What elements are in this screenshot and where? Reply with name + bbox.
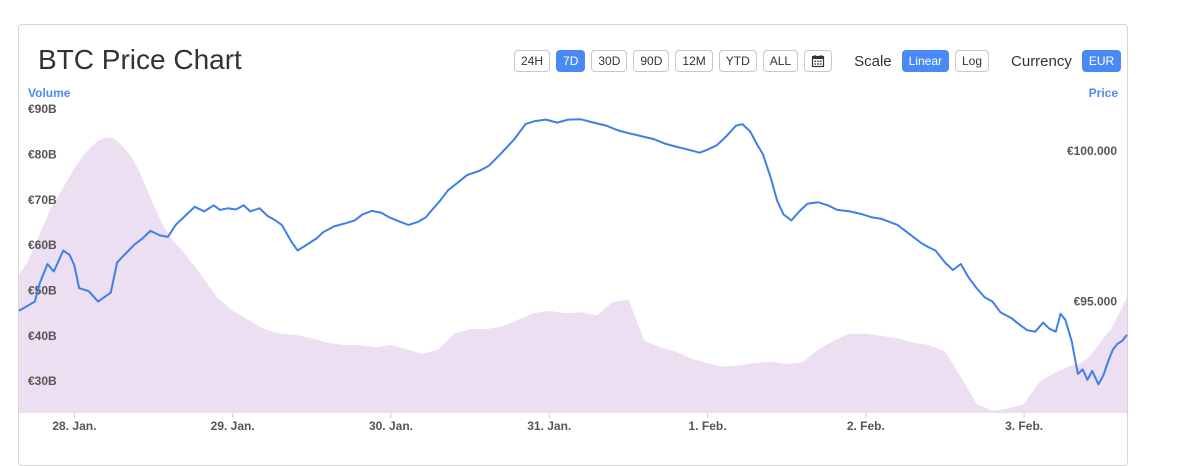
currency-eur-button[interactable]: EUR [1081,50,1122,72]
x-tick-label: 30. Jan. [369,419,413,433]
scale-log-button[interactable]: Log [954,50,990,72]
range-button-90d[interactable]: 90D [633,50,670,72]
volume-tick-label: €70B [28,193,57,207]
x-tick-label: 2. Feb. [847,419,885,433]
range-button-all[interactable]: ALL [762,50,799,72]
volume-axis-title: Volume [28,86,71,100]
volume-tick-label: €60B [28,238,57,252]
currency-label: Currency [1011,52,1072,70]
range-button-12m[interactable]: 12M [675,50,713,72]
volume-tick-label: €50B [28,284,57,298]
chart-toolbar: 24H 7D 30D 90D 12M YTD ALL Scale Linear … [514,50,1127,72]
volume-tick-label: €90B [28,102,57,116]
page-title: BTC Price Chart [38,44,242,75]
volume-tick-label: €80B [28,147,57,161]
volume-tick-label: €40B [28,329,57,343]
range-button-ytd[interactable]: YTD [718,50,757,72]
price-tick-label: €100.000 [1067,144,1117,158]
scale-label: Scale [854,52,892,70]
price-volume-chart: €30B €40B €50B €60B €70B €80B €90B €95.000 €100… [18,102,1128,433]
x-tick-label: 29. Jan. [211,419,255,433]
volume-area [19,137,1127,413]
price-line-layer [18,118,1128,386]
range-button-30d[interactable]: 30D [591,50,628,72]
price-axis: €95.000 €100.000 [1067,144,1117,308]
calendar-icon[interactable] [804,50,833,72]
volume-axis: €30B €40B €50B €60B €70B €80B €90B [28,102,57,388]
range-button-24h[interactable]: 24H [514,50,551,72]
price-axis-title: Price [1088,86,1118,100]
price-line [18,118,1128,386]
volume-tick-label: €30B [28,374,57,388]
x-axis: 28. Jan. 29. Jan. 30. Jan. 31. Jan. 1. Feb. 2… [52,413,1043,433]
range-button-7d[interactable]: 7D [556,50,586,72]
x-tick-label: 3. Feb. [1005,419,1043,433]
x-tick-label: 31. Jan. [527,419,571,433]
scale-linear-button[interactable]: Linear [901,50,949,72]
price-tick-label: €95.000 [1074,295,1118,309]
x-tick-label: 28. Jan. [52,419,96,433]
x-tick-label: 1. Feb. [689,419,727,433]
volume-area-layer [19,137,1127,413]
